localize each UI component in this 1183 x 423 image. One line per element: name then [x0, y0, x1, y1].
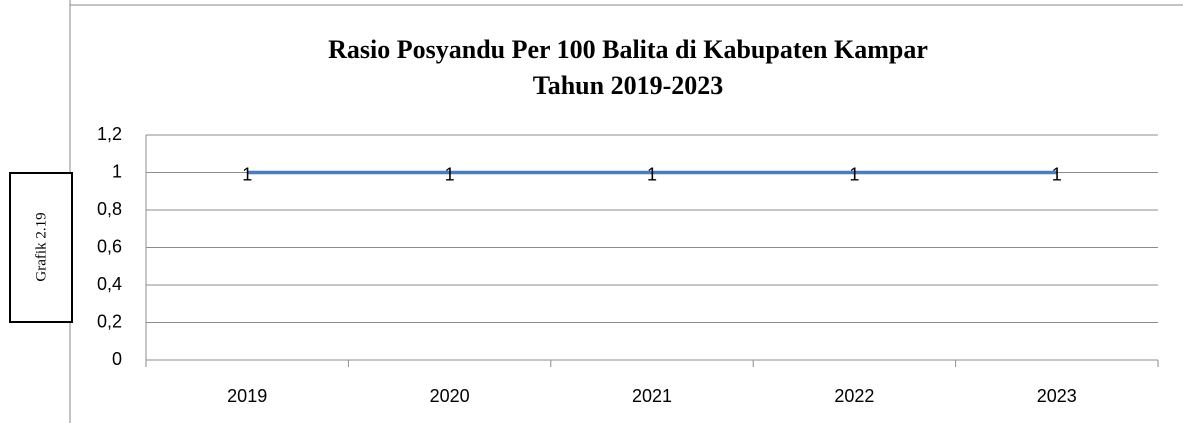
side-box: [9, 172, 73, 323]
y-tick-label: 0,8: [97, 199, 122, 219]
y-tick-label: 1: [112, 161, 122, 181]
x-tick-label: 2022: [834, 386, 874, 406]
y-tick-label: 1,2: [97, 124, 122, 144]
x-tick-label: 2019: [227, 386, 267, 406]
data-label: 1: [1052, 164, 1062, 184]
data-label: 1: [445, 164, 455, 184]
y-tick-label: 0: [112, 349, 122, 369]
data-label: 1: [849, 164, 859, 184]
chart-subtitle: Tahun 2019-2023: [533, 71, 724, 100]
x-tick-label: 2021: [632, 386, 672, 406]
chart-title: Rasio Posyandu Per 100 Balita di Kabupat…: [328, 35, 928, 64]
y-tick-label: 0,6: [97, 236, 122, 256]
data-label: 1: [242, 164, 252, 184]
side-label: Grafik 2.19: [33, 212, 49, 281]
y-tick-label: 0,4: [97, 274, 122, 294]
x-tick-label: 2020: [430, 386, 470, 406]
x-tick-label: 2023: [1037, 386, 1077, 406]
y-tick-label: 0,2: [97, 311, 122, 331]
data-label: 1: [647, 164, 657, 184]
